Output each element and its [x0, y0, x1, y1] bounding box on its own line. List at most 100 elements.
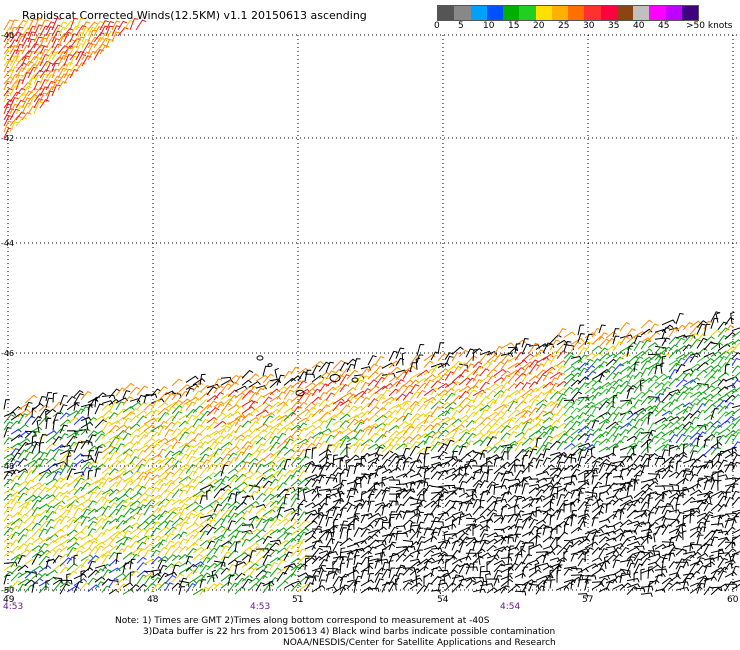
- wind-barb: [283, 537, 297, 547]
- wind-barb: [227, 381, 239, 390]
- wind-barb: [192, 475, 202, 484]
- wind-barb: [73, 477, 85, 488]
- wind-barb: [465, 502, 474, 512]
- wind-barb: [423, 424, 434, 432]
- wind-barb: [696, 534, 704, 545]
- wind-barb: [297, 503, 304, 514]
- wind-barb: [591, 568, 606, 576]
- wind-barb: [535, 477, 548, 483]
- wind-barb: [570, 501, 575, 513]
- wind-barb: [654, 408, 667, 417]
- wind-barb: [394, 577, 400, 590]
- wind-barb: [325, 571, 333, 583]
- wind-barb: [626, 586, 639, 596]
- wind-barb: [45, 510, 57, 521]
- wind-barb: [220, 502, 231, 512]
- wind-barb: [430, 567, 438, 578]
- wind-barb: [458, 472, 470, 484]
- wind-barb: [80, 547, 93, 555]
- wind-barb: [262, 467, 276, 475]
- wind-barb: [703, 352, 717, 358]
- wind-barb: [325, 567, 339, 573]
- wind-barb: [213, 538, 223, 548]
- wind-barb: [304, 430, 315, 438]
- wind-barb: [577, 513, 590, 518]
- wind-barb: [171, 554, 183, 562]
- wind-barb: [465, 440, 475, 449]
- wind-barb: [633, 427, 645, 436]
- wind-barb: [94, 576, 106, 583]
- wind-barb: [731, 461, 740, 471]
- wind-barb: [458, 414, 470, 421]
- wind-barb: [465, 538, 478, 547]
- wind-barb: [150, 521, 161, 530]
- wind-barb: [164, 421, 176, 431]
- wind-barb: [311, 431, 325, 439]
- wind-barb: [654, 524, 667, 529]
- wind-barb: [108, 577, 119, 588]
- wind-barb: [605, 386, 616, 395]
- wind-barb: [33, 69, 44, 79]
- wind-barb: [430, 422, 441, 431]
- wind-barb: [388, 380, 402, 390]
- wind-barb: [591, 475, 598, 485]
- wind-barb: [395, 548, 410, 556]
- wind-barb: [220, 398, 234, 407]
- wind-barb: [80, 457, 95, 464]
- wind-barb: [710, 350, 722, 358]
- wind-barb: [297, 464, 308, 473]
- wind-barb: [577, 404, 590, 413]
- wind-barb: [220, 556, 229, 568]
- wind-barb: [15, 116, 28, 127]
- wind-barb: [395, 553, 407, 562]
- wind-barb: [423, 396, 437, 404]
- wind-barb: [87, 485, 101, 494]
- wind-barb: [710, 329, 721, 337]
- wind-barb: [87, 460, 99, 467]
- wind-barb: [646, 439, 652, 453]
- wind-barb: [164, 482, 176, 493]
- wind-barb: [178, 538, 188, 547]
- wind-barb: [129, 448, 140, 458]
- wind-barb: [283, 448, 295, 456]
- wind-barb: [451, 438, 464, 446]
- wind-barb: [605, 462, 615, 472]
- wind-barb: [584, 352, 596, 360]
- wind-barb: [136, 485, 147, 494]
- wind-barb: [577, 593, 589, 598]
- wind-barb: [640, 509, 651, 518]
- wind-barb: [626, 397, 636, 406]
- wind-barb: [381, 423, 391, 432]
- wind-barb: [388, 567, 396, 579]
- wind-barb: [353, 476, 361, 489]
- wind-barb: [59, 580, 72, 588]
- wind-barb: [332, 506, 341, 517]
- wind-barb: [542, 550, 556, 557]
- wind-barb: [129, 492, 143, 500]
- wind-barb: [332, 426, 345, 433]
- legend-tick-label: >50 knots: [686, 21, 733, 31]
- wind-barb: [724, 317, 735, 326]
- wind-barb: [220, 540, 232, 547]
- wind-barb: [556, 485, 562, 499]
- wind-barb: [514, 359, 528, 368]
- wind-barb: [479, 528, 489, 538]
- wind-barb: [731, 379, 740, 388]
- wind-barb: [10, 482, 20, 491]
- wind-barb: [39, 99, 50, 109]
- wind-barb: [640, 377, 653, 385]
- wind-barb: [703, 335, 715, 344]
- wind-barb: [31, 441, 41, 453]
- wind-barb: [374, 454, 384, 464]
- wind-barb: [633, 371, 644, 380]
- wind-barb: [570, 526, 583, 534]
- wind-barb: [605, 380, 618, 388]
- wind-barb: [542, 424, 554, 431]
- wind-barb: [227, 445, 240, 454]
- wind-barb: [39, 92, 48, 103]
- wind-barb: [395, 572, 404, 583]
- wind-barb: [520, 545, 525, 558]
- wind-barb: [584, 401, 595, 409]
- wind-barb: [339, 413, 351, 421]
- wind-barb: [443, 530, 449, 542]
